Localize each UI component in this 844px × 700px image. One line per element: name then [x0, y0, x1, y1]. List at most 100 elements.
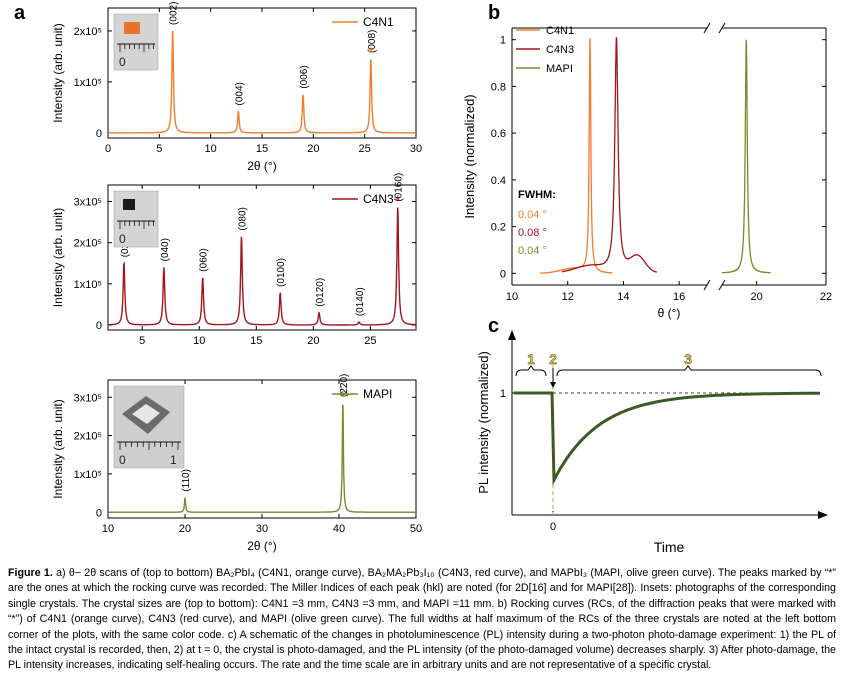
y-tick-label: 1	[500, 35, 506, 47]
peak-label: (080)	[237, 207, 248, 230]
data-curve-C4N3	[108, 207, 416, 326]
x-tick-label: 20	[307, 335, 319, 347]
x-tick-label: 5	[156, 143, 162, 155]
peak-label: (0140)	[355, 287, 366, 316]
rocking-curve-C4N3	[561, 36, 658, 273]
peak-marker-star: *	[368, 45, 374, 62]
x-tick-label: 0	[105, 143, 111, 155]
x-axis-title: 2θ (°)	[247, 159, 276, 173]
peak-label: (004)	[234, 82, 245, 105]
y-axis-title: Intensity (normalized)	[462, 94, 477, 218]
x-tick-label: 30	[410, 143, 422, 155]
legend-label-C4N3: C4N3	[546, 44, 574, 56]
x-tick-label: 5	[139, 335, 145, 347]
y-tick-label: 1x10⁵	[74, 279, 102, 291]
panel-label-b: b	[488, 2, 501, 24]
x-tick-label: 20	[179, 523, 191, 535]
x-tick-label: 12	[562, 291, 574, 303]
figure-caption: Figure 1. a) θ− 2θ scans of (top to bott…	[8, 566, 836, 674]
fwhm-value-C4N3: 0.08 °	[518, 227, 547, 239]
fwhm-title: FWHM:	[518, 189, 556, 201]
inset-scale-0: 0	[119, 232, 126, 246]
panel-label-c: c	[488, 315, 500, 337]
data-curve-MAPI	[108, 405, 416, 513]
x-tick-label: 20	[751, 291, 763, 303]
x-tick-label: 20	[307, 143, 319, 155]
fwhm-value-MAPI: 0.04 °	[518, 245, 547, 257]
y-tick-label: 3x10⁵	[74, 196, 102, 208]
phase-arrow-2-head	[550, 382, 556, 388]
legend-label-MAPI: MAPI	[546, 63, 573, 75]
peak-label: (110)	[181, 469, 192, 492]
phase-label-3: 3	[684, 351, 692, 367]
peak-label: (006)	[299, 65, 310, 88]
caption-lead: Figure 1.	[8, 567, 53, 579]
x-tick-label: 50	[410, 523, 422, 535]
y-tick-label: 1x10⁵	[74, 77, 102, 89]
x-axis-title: θ (°)	[658, 306, 681, 320]
x-tick-label: 25	[364, 335, 376, 347]
pl-curve	[514, 391, 820, 486]
y-tick-label: 2x10⁵	[74, 238, 102, 250]
phase-label-1: 1	[527, 351, 535, 367]
panel-a-top-plot: 0 5 10 15 20 25 30 0 1x10⁵ 2x10⁵ Intensity (arb. u…	[51, 2, 422, 173]
peak-label: (060)	[199, 248, 210, 271]
inset-crystal-top	[132, 404, 160, 424]
y-tick-label: 2x10⁵	[74, 26, 102, 38]
inset-scale-1: 1	[170, 453, 177, 467]
y-axis-title: Intensity (arb. unit)	[51, 399, 65, 498]
peak-label: (0160)	[394, 173, 405, 202]
inset-scale-0: 0	[119, 453, 126, 467]
axis-break-mark	[703, 22, 711, 34]
y-tick-label: 0	[96, 128, 102, 140]
y-tick-label: 0	[500, 268, 506, 280]
fwhm-value-C4N1: 0.04 °	[518, 209, 547, 221]
plot-frame	[107, 184, 417, 331]
y-tick-label: 0.8	[491, 81, 506, 93]
legend-label-C4N1: C4N1	[546, 25, 574, 37]
x-tick-label: 10	[102, 523, 114, 535]
axis-break-mark	[703, 279, 711, 291]
inset-photo	[113, 190, 159, 248]
y-tick-label: 3x10⁵	[74, 392, 102, 404]
inset-crystal-orange	[124, 22, 140, 34]
legend-label: C4N1	[363, 15, 394, 29]
x-tick-label: 15	[250, 335, 262, 347]
phase-label-2: 2	[549, 351, 557, 367]
panel-label-a: a	[14, 2, 26, 24]
y-axis-title: PL intensity (normalized)	[476, 351, 491, 494]
y-tick-label: 0.2	[491, 222, 506, 234]
x-tick-label: 30	[256, 523, 268, 535]
peak-label: (002)	[169, 2, 180, 25]
x-tick-label: 15	[256, 143, 268, 155]
peak-label: (0120)	[315, 278, 326, 307]
peak-marker-star: *	[395, 194, 401, 211]
y-tick-label: 0	[96, 320, 102, 332]
legend-label: MAPI	[363, 387, 392, 401]
y-axis-title: Intensity (arb. unit)	[51, 23, 65, 122]
y-tick-label: 1x10⁵	[74, 469, 102, 481]
panel-b-plot: 10 12 14 16 20 22 0 0.2 0.4 0.6 0.8 1 θ (°) Intensity…	[462, 22, 832, 320]
peak-label: (040)	[160, 238, 171, 261]
peak-marker-star: *	[340, 389, 346, 406]
x-tick-label: 22	[820, 291, 832, 303]
legend-label: C4N3	[363, 192, 394, 206]
y-tick-label: 1	[500, 388, 506, 400]
x-tick-label: 16	[673, 291, 685, 303]
x-tick-label: 10	[193, 335, 205, 347]
y-tick-label: 0.6	[491, 128, 506, 140]
x-tick-label: 25	[359, 143, 371, 155]
x-axis-arrow	[818, 511, 828, 519]
axis-break-mark	[718, 279, 726, 291]
x-tick-label: 10	[506, 291, 518, 303]
rocking-curve-MAPI	[722, 39, 771, 274]
x-axis-title: 2θ (°)	[247, 539, 276, 553]
inset-scale-0: 0	[119, 55, 126, 69]
x-axis-title: Time	[654, 539, 685, 555]
x-tick-label: 40	[333, 523, 345, 535]
peak-label: (0100)	[276, 258, 287, 287]
x-tick-label: 0	[550, 521, 556, 533]
y-axis-title: Intensity (arb. unit)	[51, 208, 65, 307]
